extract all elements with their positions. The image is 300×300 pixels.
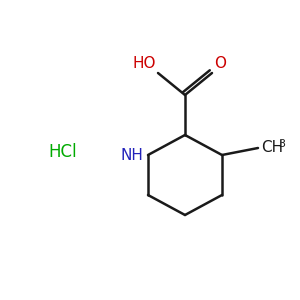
Text: 3: 3 <box>278 139 285 149</box>
Text: CH: CH <box>261 140 283 155</box>
Text: NH: NH <box>120 148 143 163</box>
Text: HCl: HCl <box>48 143 76 161</box>
Text: HO: HO <box>133 56 156 71</box>
Text: O: O <box>214 56 226 71</box>
